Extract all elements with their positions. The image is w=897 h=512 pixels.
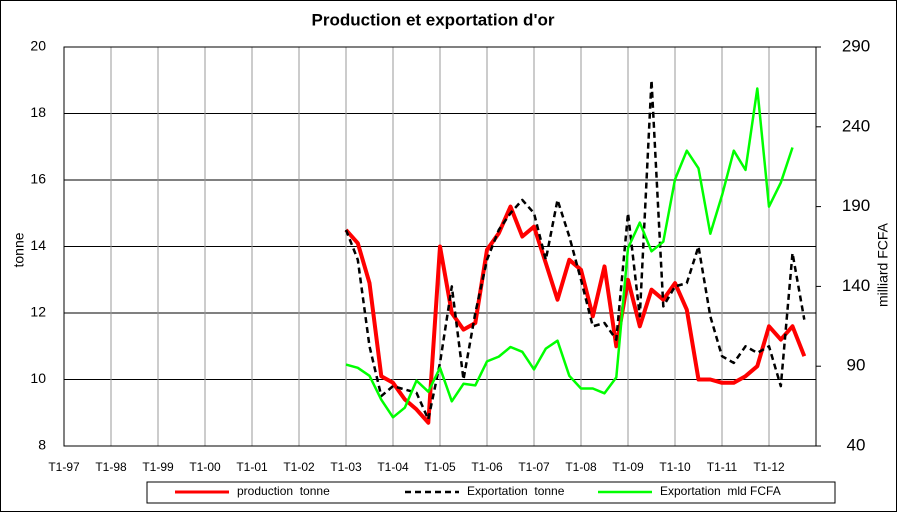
y-axis-label: tonne xyxy=(11,232,27,267)
plot-frame xyxy=(63,46,817,447)
x-tick-label: T1-03 xyxy=(330,460,362,474)
legend-label: production tonne xyxy=(237,484,330,498)
legend-label: Exportation mld FCFA xyxy=(660,484,781,498)
legend-label: Exportation tonne xyxy=(467,484,565,498)
y2-axis-label: milliard FCFA xyxy=(875,222,891,307)
y-tick-label: 14 xyxy=(30,237,46,253)
y-tick-label: 12 xyxy=(30,304,46,320)
y2-tick-label: 90 xyxy=(847,356,866,375)
y2-tick-label: 240 xyxy=(842,116,870,135)
x-tick-label: T1-11 xyxy=(707,460,738,474)
y-tick-label: 20 xyxy=(30,38,46,54)
x-tick-label: T1-12 xyxy=(753,460,785,474)
x-tick-label: T1-00 xyxy=(189,460,221,474)
x-tick-label: T1-98 xyxy=(95,460,127,474)
series-line xyxy=(345,87,794,419)
x-tick-label: T1-02 xyxy=(283,460,315,474)
y-tick-label: 10 xyxy=(30,370,46,386)
x-tick-label: T1-08 xyxy=(565,460,597,474)
y-tick-label: 18 xyxy=(30,104,46,120)
x-tick-label: T1-01 xyxy=(236,460,268,474)
y2-tick-label: 190 xyxy=(842,196,870,215)
x-tick-label: T1-97 xyxy=(48,460,80,474)
legend xyxy=(146,481,836,504)
y2-tick-label: 290 xyxy=(842,36,870,55)
chart-title: Production et exportation d'or xyxy=(312,10,555,29)
series-line xyxy=(344,204,807,425)
y2-tick-label: 140 xyxy=(842,276,870,295)
x-tick-label: T1-99 xyxy=(142,460,174,474)
x-tick-label: T1-05 xyxy=(424,460,456,474)
y-tick-label: 16 xyxy=(30,171,46,187)
y2-tick-label: 40 xyxy=(847,435,866,454)
x-tick-label: T1-09 xyxy=(612,460,644,474)
x-tick-label: T1-10 xyxy=(659,460,691,474)
x-tick-label: T1-06 xyxy=(471,460,503,474)
series-line xyxy=(344,79,806,421)
x-tick-label: T1-04 xyxy=(377,460,409,474)
y-tick-label: 8 xyxy=(38,437,46,453)
x-tick-label: T1-07 xyxy=(518,460,550,474)
